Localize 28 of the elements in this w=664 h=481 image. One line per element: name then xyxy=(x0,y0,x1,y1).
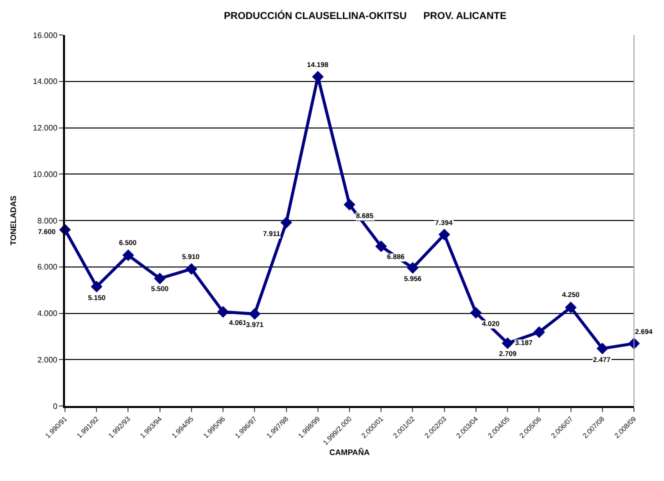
point xyxy=(533,326,546,338)
point xyxy=(90,280,102,292)
x-axis-title: CAMPAÑA xyxy=(329,446,370,457)
point xyxy=(280,216,292,228)
point xyxy=(470,306,482,319)
y-tick-label: 10.000 xyxy=(32,170,58,179)
y-tick-label: 14.000 xyxy=(32,77,58,86)
point xyxy=(502,337,514,350)
point xyxy=(344,198,356,210)
point xyxy=(154,272,166,284)
point xyxy=(122,249,134,262)
y-axis-title: TONELADAS xyxy=(9,195,18,246)
point xyxy=(186,263,198,275)
point xyxy=(564,302,577,314)
point xyxy=(248,308,261,320)
y-tick-label: 2.000 xyxy=(37,355,58,364)
y-tick-label: 0 xyxy=(52,402,58,411)
point xyxy=(438,228,450,240)
point xyxy=(217,306,229,318)
point xyxy=(406,262,419,274)
point xyxy=(596,342,608,354)
chart-title: PRODUCCIÓN CLAUSELLINA-OKITSU PROV. ALICANTE xyxy=(224,10,507,22)
point xyxy=(375,240,387,252)
y-tick-label: 6.000 xyxy=(37,262,58,272)
y-tick-label: 16.000 xyxy=(32,30,58,40)
y-tick-label: 4.000 xyxy=(37,309,58,318)
y-tick-label: 12.000 xyxy=(32,124,58,133)
y-tick-label: 8.000 xyxy=(37,216,58,226)
